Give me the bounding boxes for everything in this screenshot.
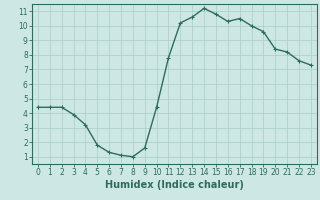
X-axis label: Humidex (Indice chaleur): Humidex (Indice chaleur) (105, 180, 244, 190)
